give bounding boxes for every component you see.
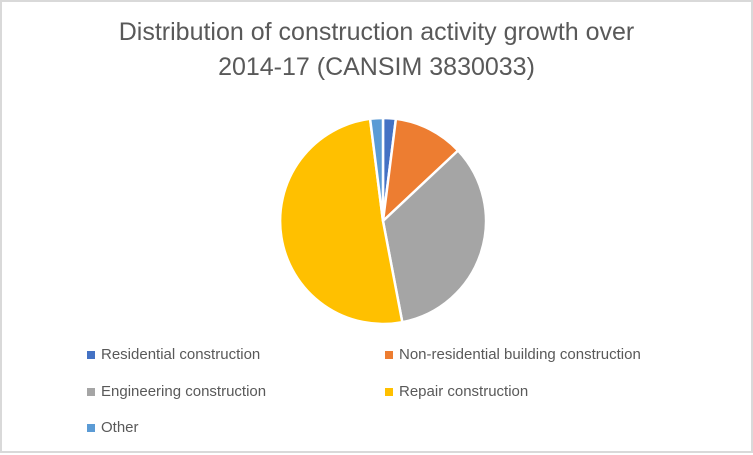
chart-title-line-2: 2014-17 (CANSIM 3830033) — [218, 53, 535, 81]
pie-slice-non-residential-building-construction — [381, 117, 460, 223]
pie-slice-repair-construction — [278, 117, 404, 326]
chart-title: Distribution of construction activity gr… — [2, 15, 751, 85]
pie-slice-engineering-construction — [381, 149, 488, 324]
pie-slice-other — [368, 116, 385, 223]
chart-title-line-1: Distribution of construction activity gr… — [118, 18, 635, 46]
